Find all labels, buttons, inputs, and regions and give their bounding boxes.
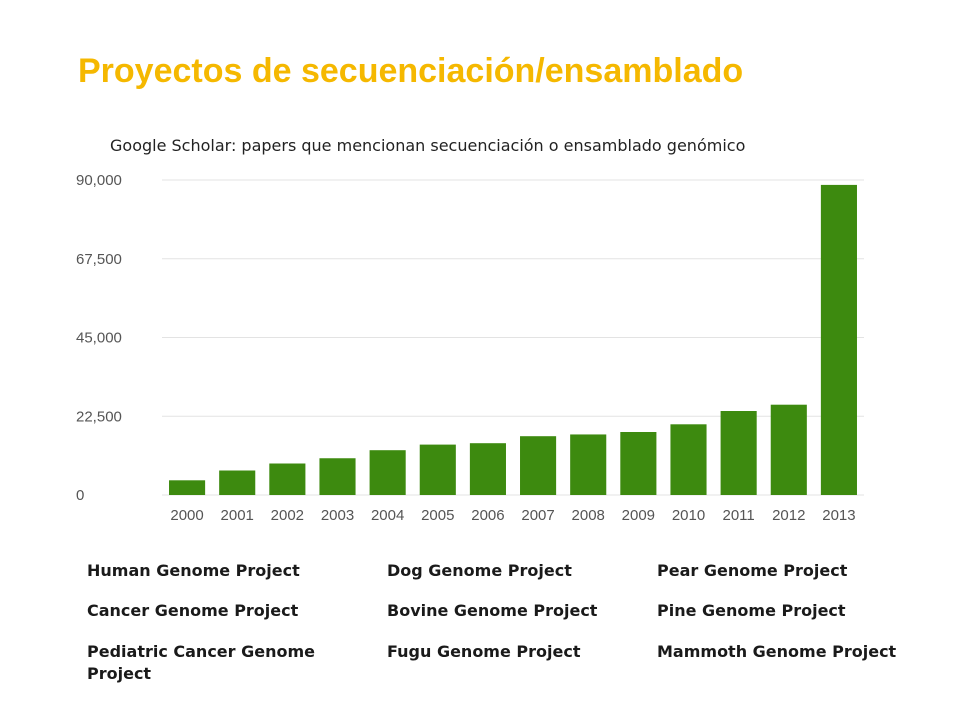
x-tick-label: 2009 xyxy=(622,507,655,524)
project-item: Dog Genome Project xyxy=(387,561,572,580)
bar-2000 xyxy=(169,480,206,495)
x-tick-label: 2008 xyxy=(572,507,605,524)
bar-2011 xyxy=(720,411,757,495)
y-tick-label: 0 xyxy=(76,487,84,504)
project-item: Bovine Genome Project xyxy=(387,601,598,620)
bar-2002 xyxy=(269,463,306,495)
bar-2009 xyxy=(620,432,657,495)
slide-title: Proyectos de secuenciación/ensamblado xyxy=(78,52,744,90)
grid-lines xyxy=(162,179,864,496)
y-axis-tick-labels: 0 22,500 45,000 67,500 90,000 xyxy=(76,172,122,504)
y-tick-label: 67,500 xyxy=(76,251,122,268)
x-tick-label: 2011 xyxy=(723,507,755,524)
x-tick-label: 2010 xyxy=(672,507,705,524)
project-item: Mammoth Genome Project xyxy=(657,642,897,661)
bar-2010 xyxy=(670,424,707,495)
project-item: Cancer Genome Project xyxy=(87,601,299,620)
x-tick-label: 2005 xyxy=(421,507,454,524)
bar-2005 xyxy=(419,444,456,495)
project-item: Fugu Genome Project xyxy=(387,642,581,661)
x-tick-label: 2006 xyxy=(471,507,504,524)
y-tick-label: 90,000 xyxy=(76,172,122,189)
bar-2013 xyxy=(820,184,857,495)
bar-2008 xyxy=(570,434,607,495)
bar-2007 xyxy=(520,436,557,495)
bar-2006 xyxy=(469,443,506,495)
project-item: Pediatric Cancer Genome Project xyxy=(87,642,316,683)
project-item: Pine Genome Project xyxy=(657,601,846,620)
x-tick-label: 2004 xyxy=(371,507,404,524)
y-tick-label: 45,000 xyxy=(76,330,122,347)
x-tick-label: 2000 xyxy=(170,507,203,524)
y-tick-label: 22,500 xyxy=(76,408,122,425)
project-item: Pear Genome Project xyxy=(657,561,848,580)
x-tick-label: 2002 xyxy=(271,507,304,524)
bar-2004 xyxy=(369,450,406,495)
bar-2003 xyxy=(319,458,356,495)
bar-2001 xyxy=(219,470,256,495)
x-tick-label: 2007 xyxy=(521,507,554,524)
x-tick-label: 2013 xyxy=(822,507,855,524)
bar-2012 xyxy=(770,404,807,495)
chart-subtitle: Google Scholar: papers que mencionan sec… xyxy=(110,136,746,155)
bars xyxy=(169,184,857,495)
x-tick-label: 2003 xyxy=(321,507,354,524)
x-tick-label: 2012 xyxy=(772,507,805,524)
x-tick-label: 2001 xyxy=(221,507,254,524)
x-axis-tick-labels: 2000 2001 2002 2003 2004 2005 2006 2007 2008 2009… xyxy=(170,507,855,524)
project-item: Human Genome Project xyxy=(87,561,300,580)
